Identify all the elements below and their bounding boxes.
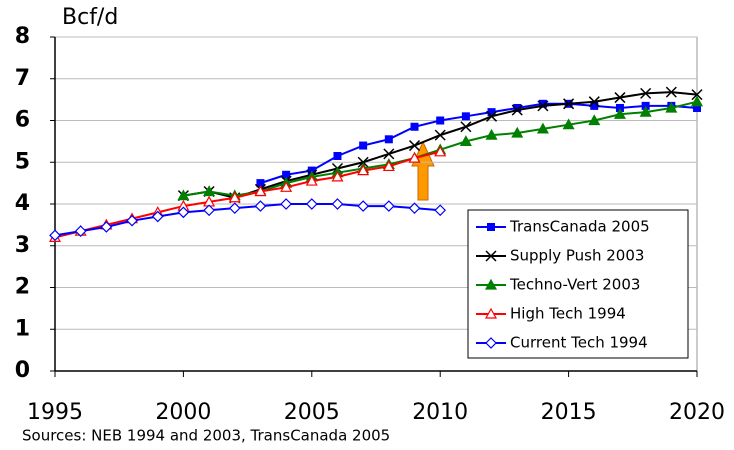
marker bbox=[280, 181, 293, 192]
x-tick-label: 1995 bbox=[27, 400, 83, 425]
legend-label: Supply Push 2003 bbox=[510, 247, 644, 265]
marker bbox=[486, 110, 498, 122]
marker bbox=[74, 225, 87, 237]
marker bbox=[613, 108, 626, 119]
legend-label: High Tech 1994 bbox=[510, 305, 626, 323]
marker bbox=[487, 108, 496, 117]
source-note: Sources: NEB 1994 and 2003, TransCanada … bbox=[22, 427, 390, 445]
marker bbox=[357, 164, 370, 176]
marker bbox=[691, 89, 703, 101]
y-tick-label: 7 bbox=[15, 66, 30, 91]
series-line bbox=[54, 203, 441, 237]
legend-label: TransCanada 2005 bbox=[509, 218, 650, 236]
marker bbox=[641, 101, 650, 110]
marker bbox=[511, 126, 524, 138]
x-tick-label: 2000 bbox=[155, 400, 211, 425]
marker bbox=[203, 185, 216, 197]
series-line bbox=[260, 102, 698, 185]
marker bbox=[100, 221, 113, 233]
marker bbox=[434, 129, 446, 141]
marker bbox=[357, 156, 369, 168]
marker bbox=[693, 103, 701, 112]
legend-marker bbox=[487, 223, 495, 231]
marker bbox=[665, 101, 678, 113]
marker bbox=[665, 86, 677, 98]
marker bbox=[177, 189, 190, 201]
marker bbox=[513, 103, 522, 112]
legend-marker bbox=[484, 278, 498, 290]
marker bbox=[538, 99, 547, 108]
y-tick-label: 5 bbox=[15, 149, 30, 174]
marker bbox=[282, 170, 291, 179]
legend-marker bbox=[485, 250, 497, 262]
legend-label: Current Tech 1994 bbox=[510, 334, 648, 352]
marker bbox=[384, 135, 393, 144]
marker bbox=[410, 122, 419, 131]
marker bbox=[151, 210, 164, 223]
marker bbox=[434, 204, 447, 217]
marker bbox=[382, 160, 395, 172]
marker bbox=[537, 100, 549, 112]
marker bbox=[331, 170, 344, 182]
marker bbox=[256, 179, 265, 188]
marker bbox=[590, 101, 599, 110]
marker bbox=[203, 204, 215, 217]
y-tick-label: 4 bbox=[15, 191, 30, 216]
legend-marker bbox=[484, 307, 498, 319]
marker bbox=[357, 200, 370, 212]
marker bbox=[460, 121, 472, 133]
marker bbox=[563, 98, 575, 110]
marker bbox=[408, 140, 421, 152]
marker bbox=[614, 92, 626, 104]
marker bbox=[228, 191, 241, 203]
marker bbox=[459, 135, 472, 146]
marker bbox=[307, 166, 316, 175]
y-tick-label: 0 bbox=[15, 358, 30, 383]
x-tick-label: 2015 bbox=[541, 400, 597, 425]
legend-marker bbox=[485, 337, 497, 349]
marker bbox=[690, 95, 704, 107]
y-tick-label: 8 bbox=[15, 24, 30, 49]
marker bbox=[382, 200, 395, 212]
marker bbox=[280, 198, 292, 210]
legend-label: Techno-Vert 2003 bbox=[509, 276, 640, 294]
marker bbox=[359, 141, 368, 150]
marker bbox=[588, 96, 600, 108]
marker bbox=[615, 103, 624, 112]
x-tick-label: 2020 bbox=[669, 400, 725, 425]
y-tick-label: 3 bbox=[15, 233, 30, 258]
marker bbox=[434, 145, 447, 157]
marker bbox=[461, 112, 470, 121]
marker bbox=[485, 128, 498, 140]
marker bbox=[536, 122, 549, 134]
marker bbox=[436, 116, 445, 125]
series-line bbox=[54, 150, 441, 239]
y-tick-label: 6 bbox=[15, 108, 30, 133]
y-tick-label: 1 bbox=[15, 316, 30, 341]
marker bbox=[305, 174, 318, 186]
marker bbox=[383, 148, 395, 160]
marker bbox=[305, 198, 318, 210]
marker bbox=[228, 202, 241, 215]
marker bbox=[511, 104, 523, 116]
marker bbox=[331, 198, 344, 210]
marker bbox=[126, 214, 138, 227]
marker bbox=[562, 118, 575, 130]
marker bbox=[408, 202, 421, 215]
marker bbox=[333, 151, 342, 160]
marker bbox=[254, 185, 267, 197]
marker bbox=[49, 229, 61, 242]
marker bbox=[588, 114, 601, 126]
marker bbox=[640, 87, 652, 99]
y-axis-label: Bcf/d bbox=[62, 5, 118, 30]
marker bbox=[254, 200, 267, 212]
marker bbox=[177, 206, 190, 219]
marker bbox=[408, 151, 421, 163]
marker bbox=[639, 105, 652, 117]
y-tick-label: 2 bbox=[15, 275, 30, 300]
x-tick-label: 2010 bbox=[412, 400, 468, 425]
x-tick-label: 2005 bbox=[284, 400, 340, 425]
